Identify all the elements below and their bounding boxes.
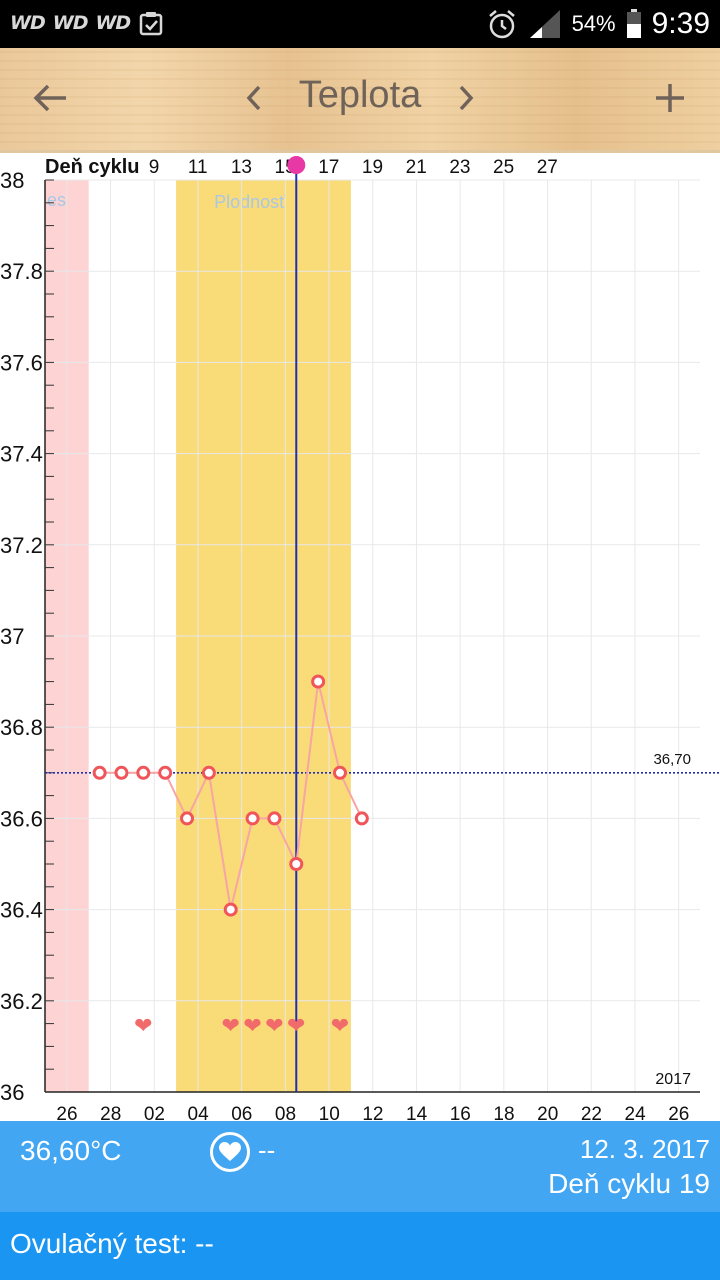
temperature-point [354, 811, 369, 826]
intercourse-heart: ❤ [222, 1014, 240, 1039]
intercourse-heart: ❤ [265, 1014, 283, 1039]
x-tick-label: 14 [406, 1104, 428, 1120]
chart-svg: es Plodnosť 38 37.8 37.6 37.4 37.2 37 36.8 36.6 36… [0, 156, 720, 1120]
battery-percent: 54% [571, 11, 616, 36]
cycle-tick-label: 19 [362, 157, 383, 178]
clipboard-check-icon [139, 12, 163, 36]
intercourse-heart: ❤ [331, 1014, 349, 1039]
y-tick-label: 37.6 [0, 350, 43, 375]
cycle-tick-label: 13 [231, 157, 252, 178]
temperature-point [289, 857, 304, 871]
battery-icon [626, 9, 641, 38]
temperature-point [311, 674, 326, 689]
x-tick-label: 10 [319, 1104, 340, 1120]
x-tick-label: 28 [100, 1104, 121, 1120]
x-tick-label: 24 [625, 1104, 647, 1120]
x-tick-label: 22 [581, 1104, 602, 1120]
wd-notification-icon: WD [52, 12, 89, 34]
cycle-tick-label: 23 [449, 157, 470, 178]
fertile-band-label: Plodnosť [214, 192, 286, 212]
x-tick-label: 12 [362, 1104, 383, 1120]
day-info-panel[interactable]: 36,60°C -- 12. 3. 2017 Deň cyklu 19 [0, 1121, 720, 1212]
y-tick-label: 37.2 [0, 533, 43, 558]
intercourse-heart: ❤ [243, 1014, 261, 1039]
x-tick-label: 20 [537, 1104, 558, 1120]
year-label: 2017 [655, 1071, 691, 1088]
temperature-point [136, 765, 151, 780]
y-tick-label: 36.4 [0, 898, 43, 923]
status-bar: WD WD WD 54% 9:39 [0, 0, 720, 48]
temperature-point [180, 811, 195, 826]
temperature-point [114, 765, 129, 780]
period-band-label: es [47, 190, 66, 210]
cycle-tick-label: 11 [188, 157, 208, 178]
temperature-point [201, 765, 216, 780]
y-tick-label: 36.2 [0, 989, 43, 1014]
reference-label: 36,70 [653, 751, 691, 768]
y-tick-label: 36.8 [0, 715, 43, 740]
cycle-tick-label: 9 [149, 157, 160, 178]
app-bar-divider [0, 150, 720, 153]
wd-notification-icon: WD [10, 12, 46, 34]
y-tick-label: 37.8 [0, 259, 43, 284]
cycle-tick-label: 25 [493, 157, 514, 178]
temperature-point [267, 811, 282, 826]
app-bar: Teplota [0, 48, 720, 152]
y-tick-label: 37.4 [0, 442, 43, 467]
cycle-tick-label: 21 [406, 157, 427, 178]
x-tick-label: 02 [144, 1104, 165, 1120]
x-tick-label: 26 [668, 1104, 689, 1120]
wd-notification-icon: WD [95, 12, 131, 34]
intercourse-value: -- [258, 1135, 276, 1165]
temperature-point [158, 765, 173, 780]
x-tick-label: 04 [188, 1104, 210, 1120]
x-tick-label: 16 [450, 1104, 471, 1120]
temperature-point [223, 902, 238, 917]
cycle-tick-label: 17 [318, 157, 339, 178]
cycle-axis-label: Deň cyklu [45, 156, 139, 178]
intercourse-heart: ❤ [134, 1014, 152, 1039]
add-button[interactable] [640, 48, 700, 148]
signal-icon [529, 10, 560, 38]
y-tick-label: 36 [0, 1080, 24, 1105]
ovulation-test-panel[interactable]: Ovulačný test: -- [0, 1212, 720, 1280]
x-tick-label: 08 [275, 1104, 296, 1120]
ovulation-test-label: Ovulačný test: -- [10, 1228, 214, 1259]
arrow-left-icon [33, 84, 66, 112]
selected-day-marker [287, 156, 306, 174]
alarm-icon [488, 10, 515, 39]
intercourse-button[interactable] [210, 1132, 250, 1172]
cycle-day: Deň cyklu 19 [548, 1168, 710, 1199]
previous-button[interactable] [232, 48, 276, 148]
chevron-left-icon [246, 85, 261, 111]
x-tick-label: 26 [56, 1104, 77, 1120]
next-button[interactable] [444, 48, 488, 148]
temperature-point [92, 765, 107, 780]
intercourse-heart: ❤ [287, 1014, 305, 1039]
x-tick-label: 18 [493, 1104, 514, 1120]
clock: 9:39 [651, 7, 710, 40]
plus-icon [656, 84, 684, 112]
temperature-point [332, 765, 347, 780]
x-tick-label: 06 [231, 1104, 252, 1120]
heart-icon [219, 1142, 241, 1161]
back-button[interactable] [20, 48, 80, 148]
y-tick-label: 37 [0, 624, 24, 649]
chevron-right-icon [459, 85, 474, 111]
temperature-value: 36,60°C [20, 1135, 122, 1166]
y-tick-label: 38 [0, 168, 24, 193]
cycle-tick-label: 27 [537, 157, 558, 178]
temperature-chart[interactable]: es Plodnosť 38 37.8 37.6 37.4 37.2 37 36.8 36.6 36… [0, 153, 720, 1120]
selected-date: 12. 3. 2017 [579, 1134, 710, 1164]
y-tick-label: 36.6 [0, 806, 43, 831]
page-title: Teplota [298, 74, 422, 116]
temperature-point [245, 811, 260, 826]
